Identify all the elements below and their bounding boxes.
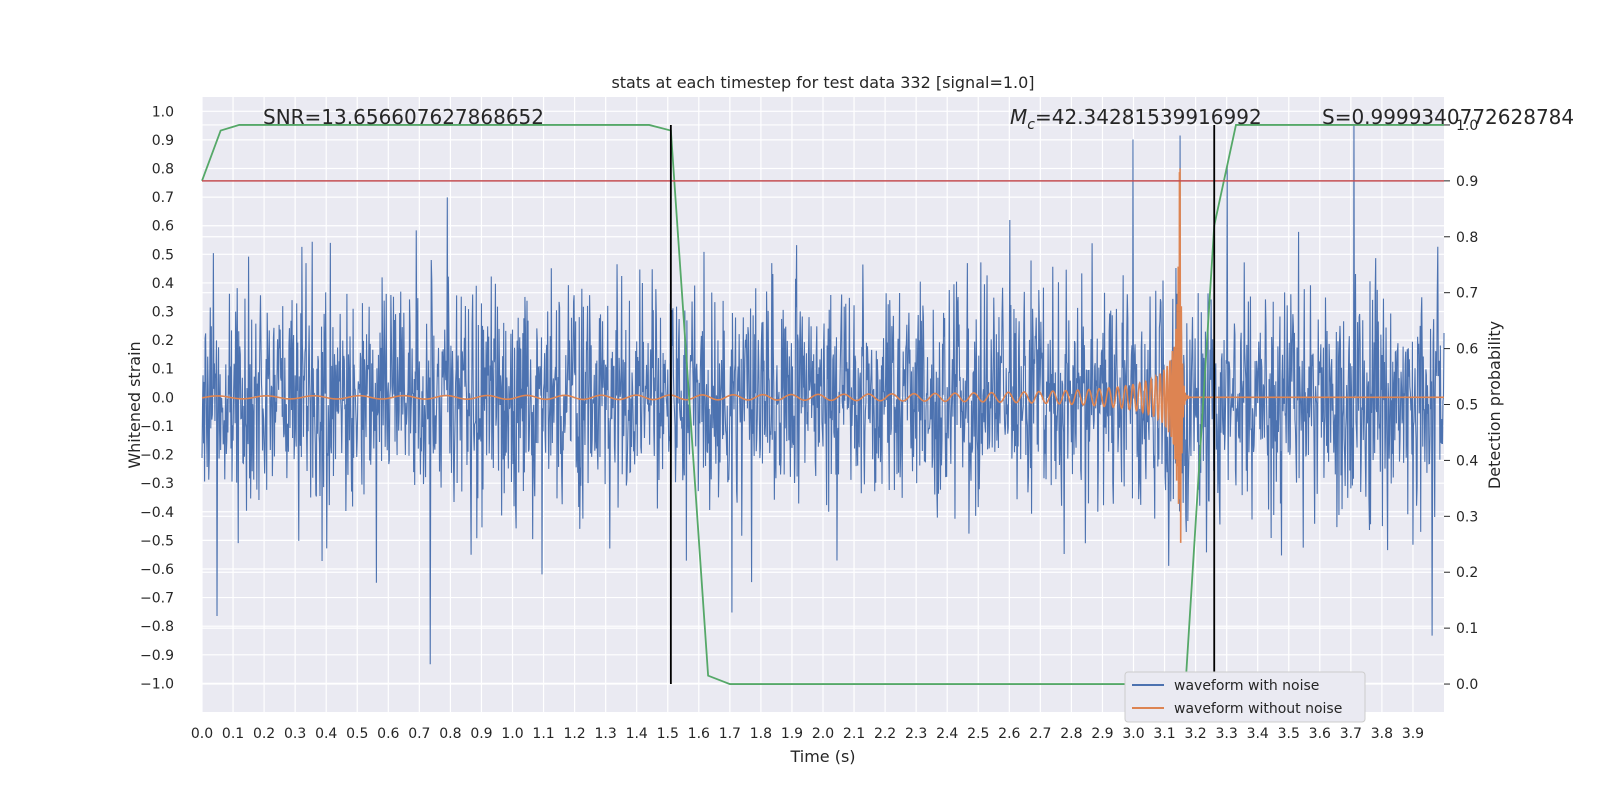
x-tick-label: 0.2 bbox=[253, 726, 275, 742]
y-tick-label: 0.7 bbox=[152, 190, 174, 206]
legend: waveform with noise waveform without noi… bbox=[1124, 671, 1366, 723]
x-tick-label: 2.4 bbox=[936, 726, 958, 742]
x-tick-label: 2.3 bbox=[905, 726, 927, 742]
x-tick-label: 0.3 bbox=[284, 726, 306, 742]
y-axis-label: Whitened strain bbox=[125, 341, 144, 468]
x-tick-label: 3.1 bbox=[1153, 726, 1175, 742]
y2-tick-label: 0.3 bbox=[1456, 509, 1478, 525]
x-tick-label: 3.0 bbox=[1122, 726, 1144, 742]
y2-tick-label: 1.0 bbox=[1456, 118, 1478, 134]
y-tick-label: 0.9 bbox=[152, 133, 174, 149]
clean-line bbox=[201, 168, 1444, 543]
legend-label-clean: waveform without noise bbox=[1174, 701, 1342, 717]
x-tick-label: 3.4 bbox=[1247, 726, 1269, 742]
probability-line bbox=[201, 124, 1444, 685]
snr-annotation: SNR=13.656607627868652 bbox=[263, 105, 544, 129]
x-tick-label: 0.5 bbox=[346, 726, 368, 742]
x-tick-label: 2.6 bbox=[998, 726, 1020, 742]
y-tick-label: 0.4 bbox=[152, 276, 174, 292]
legend-box bbox=[1124, 671, 1366, 723]
y-tick-label: −0.8 bbox=[140, 619, 174, 635]
y2-tick-label: 0.7 bbox=[1456, 286, 1478, 302]
y-tick-label: 0.0 bbox=[152, 390, 174, 406]
x-tick-label: 0.6 bbox=[377, 726, 399, 742]
y2-axis-label: Detection probability bbox=[1485, 321, 1504, 489]
x-tick-label: 1.6 bbox=[688, 726, 710, 742]
y-tick-label: 0.5 bbox=[152, 247, 174, 263]
x-tick-label: 2.7 bbox=[1029, 726, 1051, 742]
y2-tick-label: 0.9 bbox=[1456, 174, 1478, 190]
legend-label-noise: waveform with noise bbox=[1174, 678, 1319, 694]
y-tick-label: 1.0 bbox=[152, 104, 174, 120]
x-tick-label: 0.8 bbox=[439, 726, 461, 742]
series-detection-probability bbox=[201, 124, 1444, 685]
x-tick-label: 1.8 bbox=[750, 726, 772, 742]
y-tick-label: 0.6 bbox=[152, 219, 174, 235]
y-tick-label: −0.3 bbox=[140, 476, 174, 492]
mc-symbol: M bbox=[1010, 105, 1027, 129]
y2-tick-label: 0.8 bbox=[1456, 230, 1478, 246]
x-tick-label: 1.0 bbox=[501, 726, 523, 742]
x-tick-label: 1.2 bbox=[563, 726, 585, 742]
x-tick-label: 2.9 bbox=[1091, 726, 1113, 742]
s-annotation: S=0.9999340772628784 bbox=[1322, 105, 1574, 129]
x-tick-label: 2.1 bbox=[843, 726, 865, 742]
y2-tick-label: 0.2 bbox=[1456, 565, 1478, 581]
y2-tick-label: 0.6 bbox=[1456, 342, 1478, 358]
x-tick-label: 2.5 bbox=[967, 726, 989, 742]
noise-line bbox=[201, 125, 1445, 665]
y2-tick-label: 0.4 bbox=[1456, 453, 1478, 469]
x-tick-label: 1.7 bbox=[719, 726, 741, 742]
y-tick-label: −0.2 bbox=[140, 448, 174, 464]
series-waveform-without-noise bbox=[201, 168, 1444, 543]
mc-subscript: c bbox=[1027, 117, 1035, 133]
x-tick-label: 2.2 bbox=[874, 726, 896, 742]
x-axis-label: Time (s) bbox=[789, 747, 855, 766]
y2-tick-label: 0.5 bbox=[1456, 398, 1478, 414]
y-tick-label: −0.1 bbox=[140, 419, 174, 435]
x-tick-label: 3.7 bbox=[1340, 726, 1362, 742]
y-tick-label: −0.5 bbox=[140, 533, 174, 549]
series-waveform-with-noise bbox=[201, 125, 1445, 665]
chart-title: stats at each timestep for test data 332… bbox=[611, 73, 1034, 92]
y-tick-label: 0.1 bbox=[152, 362, 174, 378]
mc-annotation: Mc=42.34281539916992 bbox=[1010, 105, 1262, 133]
x-tick-label: 3.9 bbox=[1402, 726, 1424, 742]
y-tick-label: 0.2 bbox=[152, 333, 174, 349]
x-ticks: 0.0 0.1 0.2 0.3 0.4 0.5 0.6 0.7 0.8 0.9 1.0 1.1 1.2 1… bbox=[191, 726, 1424, 742]
x-tick-label: 0.7 bbox=[408, 726, 430, 742]
y-tick-label: −0.7 bbox=[140, 591, 174, 607]
x-tick-label: 1.9 bbox=[781, 726, 803, 742]
y-tick-label: −1.0 bbox=[140, 676, 174, 692]
y-tick-label: 0.8 bbox=[152, 162, 174, 178]
x-tick-label: 3.3 bbox=[1216, 726, 1238, 742]
x-tick-label: 3.2 bbox=[1184, 726, 1206, 742]
y-tick-label: −0.4 bbox=[140, 505, 174, 521]
x-tick-label: 0.0 bbox=[191, 726, 213, 742]
y-tick-label: 0.3 bbox=[152, 305, 174, 321]
x-tick-label: 0.9 bbox=[470, 726, 492, 742]
y-tick-label: −0.9 bbox=[140, 648, 174, 664]
x-tick-label: 1.3 bbox=[595, 726, 617, 742]
x-tick-label: 1.5 bbox=[657, 726, 679, 742]
y-tick-label: −0.6 bbox=[140, 562, 174, 578]
reference-lines bbox=[202, 124, 1444, 685]
y2-tick-label: 0.1 bbox=[1456, 621, 1478, 637]
x-tick-label: 1.1 bbox=[532, 726, 554, 742]
x-tick-label: 2.8 bbox=[1060, 726, 1082, 742]
y-ticks: 1.0 0.9 0.8 0.7 0.6 0.5 0.4 0.3 0.2 0.1 0.0 −0.1 −0.… bbox=[140, 104, 174, 692]
x-tick-label: 2.0 bbox=[812, 726, 834, 742]
y2-ticks: 0.0 0.1 0.2 0.3 0.4 0.5 0.6 0.7 0.8 0.9 1.0 bbox=[1444, 118, 1478, 693]
x-tick-label: 3.5 bbox=[1278, 726, 1300, 742]
x-tick-label: 1.4 bbox=[626, 726, 648, 742]
x-tick-label: 3.6 bbox=[1309, 726, 1331, 742]
mc-value: =42.34281539916992 bbox=[1035, 105, 1262, 129]
y2-tick-label: 0.0 bbox=[1456, 677, 1478, 693]
x-tick-label: 0.4 bbox=[315, 726, 337, 742]
x-tick-label: 3.8 bbox=[1371, 726, 1393, 742]
x-tick-label: 0.1 bbox=[222, 726, 244, 742]
